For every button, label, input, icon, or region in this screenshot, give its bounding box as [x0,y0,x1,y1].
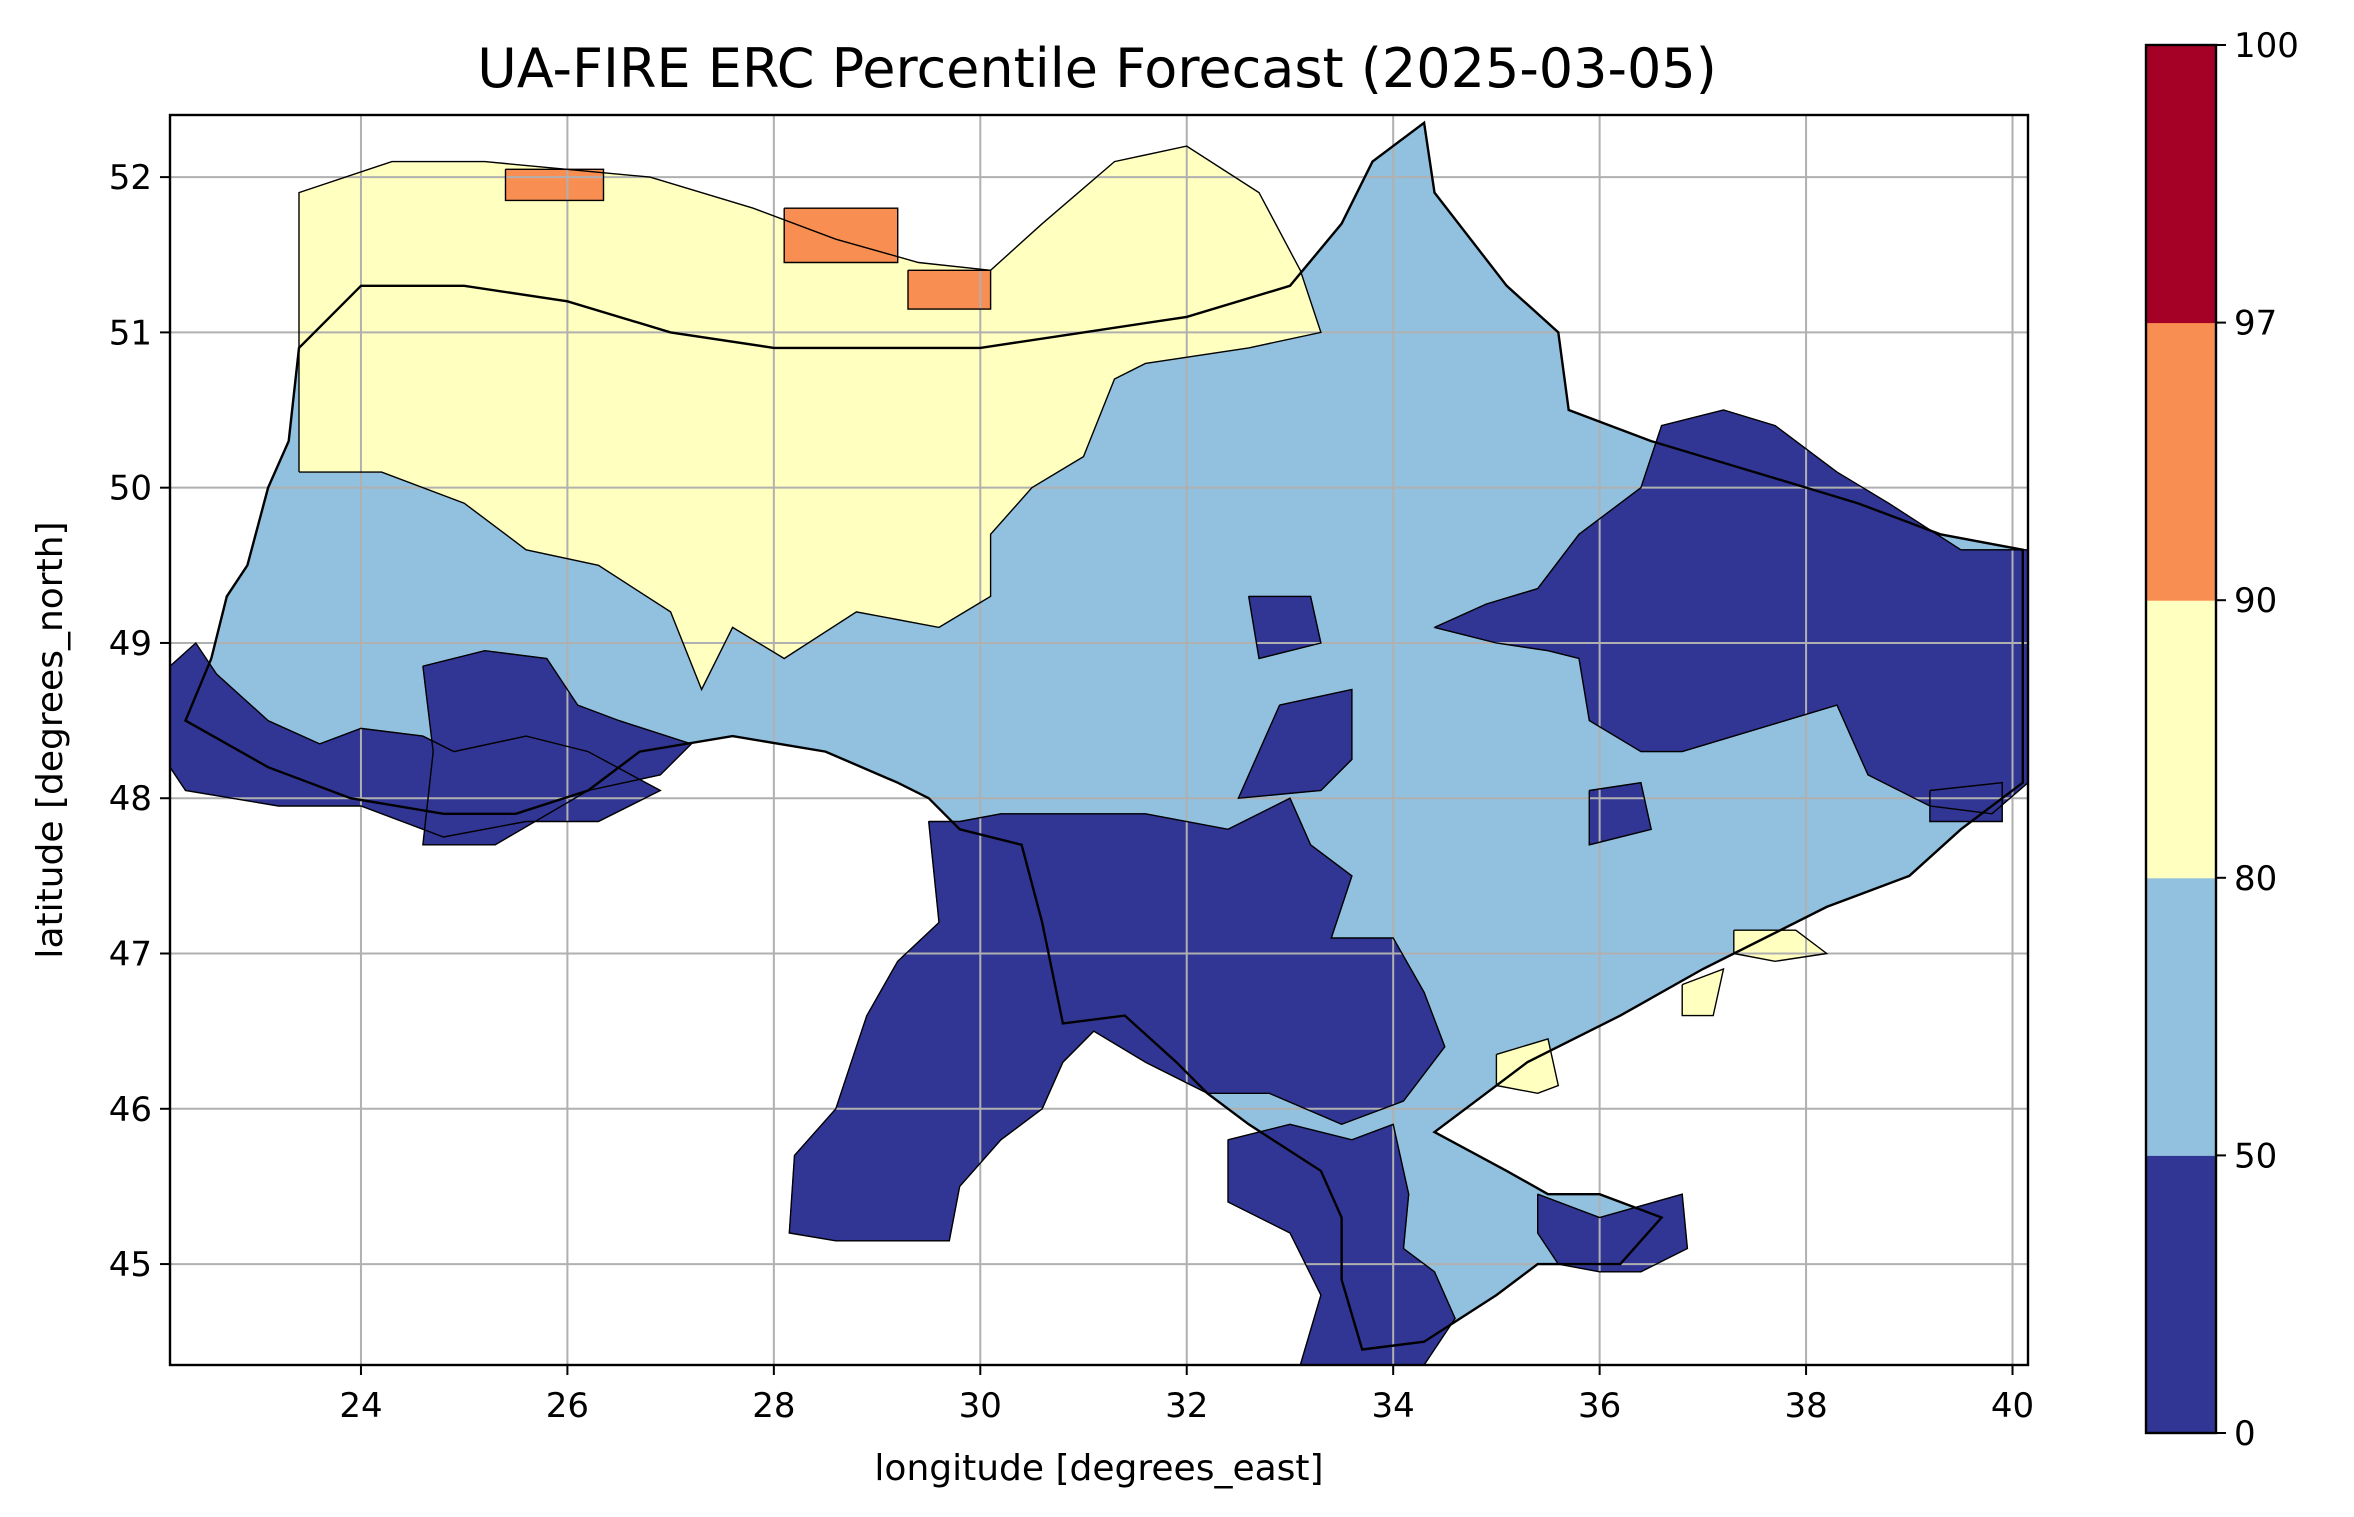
colorbar-bin [2146,600,2216,879]
erc-region-90-97-15 [505,168,604,201]
region-border-15 [783,207,899,264]
y-tick-label: 50 [109,469,152,509]
y-tick-label: 46 [109,1090,152,1130]
region-border-4 [1227,1123,1456,1365]
region-border-6 [1434,409,2028,815]
y-axis: 45 46 47 48 49 50 51 52 [109,158,170,1285]
region-border-3 [788,797,1446,1242]
x-tick-label: 34 [1372,1386,1415,1426]
x-tick-label: 26 [546,1386,589,1426]
colorbar-tick-label: 97 [2234,304,2277,344]
y-tick-label: 45 [109,1245,152,1285]
region-border-10 [1929,781,2003,823]
region-border-7 [1237,688,1353,800]
x-tick-label: 32 [1165,1386,1208,1426]
x-tick-label: 24 [339,1386,382,1426]
region-border-9 [1588,781,1653,846]
y-axis-label: latitude [degrees_north] [30,521,71,958]
colorbar-tick-label: 100 [2234,26,2299,66]
colorbar-bin [2146,877,2216,1156]
region-border-1 [170,641,662,838]
region-border-0 [298,145,1322,692]
x-tick-label: 30 [959,1386,1002,1426]
region-border-8 [1248,595,1322,660]
y-tick-label: 47 [109,935,152,975]
plot-frame [168,113,2030,1367]
y-tick-label: 51 [109,313,152,353]
colorbar-tick-label: 0 [2234,1414,2256,1454]
x-tick-label: 28 [752,1386,795,1426]
x-axis: 24 26 28 30 32 34 36 38 40 [339,1365,2034,1426]
x-tick-label: 40 [1991,1386,2034,1426]
x-tick-label: 38 [1784,1386,1827,1426]
colorbar-tick-label: 50 [2234,1136,2277,1176]
region-border-14 [504,168,605,202]
x-tick-label: 36 [1578,1386,1621,1426]
region-border-11 [1733,929,1829,963]
y-tick-label: 48 [109,779,152,819]
colorbar-bin [2146,322,2216,601]
y-tick-label: 49 [109,624,152,664]
chart-title: UA-FIRE ERC Percentile Forecast (2025-03… [477,37,1717,100]
colorbar-frame [2144,43,2218,1435]
colorbar-bin [2146,1155,2216,1434]
x-axis-label: longitude [degrees_east] [874,1448,1323,1489]
colorbar-bin [2146,45,2216,324]
region-border-12 [1495,1038,1560,1095]
grid-layer [170,115,2028,1365]
erc-region-90-97-16 [783,207,899,263]
country-borders [170,120,2028,1365]
colorbar-tick-label: 80 [2234,859,2277,899]
region-border-16 [907,269,992,310]
colorbar-tick-label: 90 [2234,581,2277,621]
region-border-5 [1536,1193,1689,1273]
erc-region-90-97-17 [907,269,992,310]
y-tick-label: 52 [109,158,152,198]
region-border-13 [1681,967,1725,1017]
region-border-2 [422,649,693,846]
colorbar: 0 50 80 90 97 100 [2144,26,2299,1454]
country-outline [183,120,2025,1351]
